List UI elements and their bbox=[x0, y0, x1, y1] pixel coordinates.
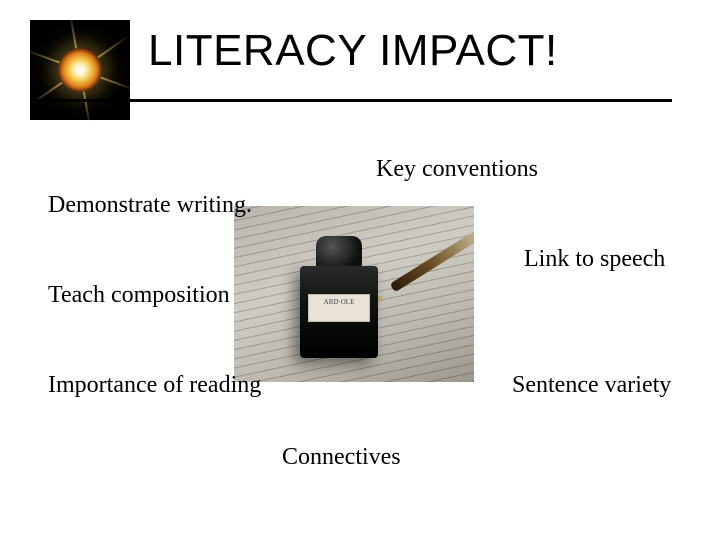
concept-link-to-speech: Link to speech bbox=[524, 246, 665, 273]
concept-connectives: Connectives bbox=[282, 444, 401, 471]
impact-icon bbox=[30, 20, 130, 120]
concept-importance-of-reading: Importance of reading bbox=[48, 372, 261, 399]
concept-demonstrate-writing: Demonstrate writing. bbox=[48, 192, 252, 219]
title-underline bbox=[30, 99, 672, 102]
slide: LITERACY IMPACT! ARD·OLE Key conventions… bbox=[0, 0, 720, 540]
ink-bottle-image: ARD·OLE bbox=[234, 206, 474, 382]
bottle-label: ARD·OLE bbox=[308, 294, 370, 322]
concept-teach-composition: Teach composition bbox=[48, 282, 230, 309]
concept-sentence-variety: Sentence variety bbox=[512, 372, 671, 399]
page-title: LITERACY IMPACT! bbox=[148, 26, 558, 76]
concept-key-conventions: Key conventions bbox=[376, 156, 538, 183]
